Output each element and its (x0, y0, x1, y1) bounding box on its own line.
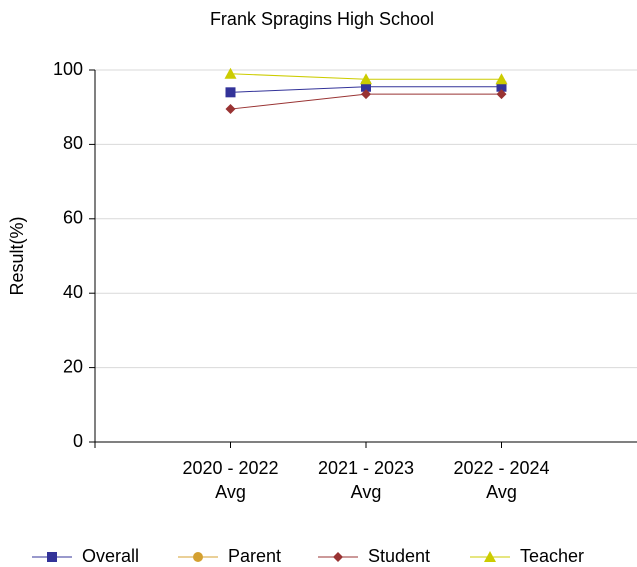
legend-label: Parent (228, 546, 281, 566)
marker (361, 81, 371, 92)
legend-label: Teacher (520, 546, 584, 566)
legend-label: Student (368, 546, 430, 566)
legend-label: Overall (82, 546, 139, 566)
marker (333, 552, 343, 562)
marker (225, 87, 236, 98)
marker (47, 552, 57, 562)
y-tick-label: 40 (63, 282, 83, 302)
marker (496, 89, 507, 100)
marker (484, 551, 496, 562)
marker (361, 89, 371, 100)
y-tick-label: 80 (63, 133, 83, 153)
marker (225, 104, 236, 115)
y-tick-label: 20 (63, 356, 83, 376)
x-tick-label: 2021 - 2023 Avg (317, 458, 415, 502)
y-tick-label: 100 (53, 59, 83, 79)
marker (224, 67, 237, 79)
y-axis-label: Result(%) (7, 216, 27, 295)
y-tick-label: 60 (63, 208, 83, 228)
marker (495, 73, 508, 85)
chart-title: Frank Spragins High School (210, 9, 434, 29)
x-tick-label: 2020 - 2022 Avg (182, 458, 279, 502)
marker (496, 81, 507, 92)
marker (360, 73, 372, 85)
x-tick-label: 2022 - 2024 Avg (453, 458, 550, 502)
y-tick-label: 0 (73, 431, 83, 451)
marker (193, 552, 203, 562)
